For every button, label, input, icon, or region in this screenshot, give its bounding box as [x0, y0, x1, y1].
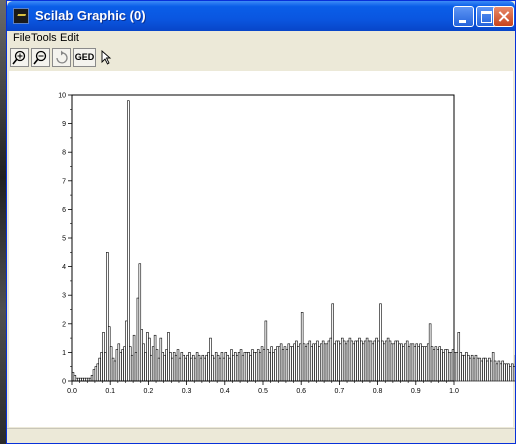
histogram-bars: [71, 100, 516, 382]
x-tick-label: 0.3: [182, 388, 192, 395]
y-tick-label: 1: [62, 350, 66, 357]
y-axis: 0 1 2 3 4 5 6 7 8 9 10: [58, 93, 72, 386]
toolbar: GED: [7, 47, 515, 69]
x-tick-label: 0.9: [411, 388, 421, 395]
y-tick-label: 6: [62, 207, 66, 214]
status-bar: [7, 428, 515, 443]
minimize-button[interactable]: [453, 6, 474, 27]
y-tick-label: 2: [62, 321, 66, 328]
zoom-out-icon: [33, 50, 47, 65]
desktop-background: [0, 0, 8, 444]
select-pointer-button[interactable]: [98, 48, 115, 67]
y-tick-label: 10: [58, 93, 66, 100]
histogram-bar: [127, 100, 130, 382]
scilab-graphic-window: Scilab Graphic (0) File Tools Edit: [6, 0, 516, 444]
x-tick-label: 0.7: [335, 388, 345, 395]
close-button[interactable]: [493, 6, 514, 27]
y-tick-label: 9: [62, 121, 66, 128]
y-tick-label: 4: [62, 264, 66, 271]
title-bar[interactable]: Scilab Graphic (0): [7, 1, 515, 31]
menu-edit[interactable]: Edit: [60, 32, 79, 44]
x-tick-label: 0.0: [67, 388, 77, 395]
x-tick-label: 0.5: [258, 388, 268, 395]
zoom-in-icon: [12, 50, 26, 65]
scilab-app-icon[interactable]: [13, 8, 29, 24]
x-tick-label: 0.1: [105, 388, 115, 395]
x-tick-label: 0.2: [144, 388, 154, 395]
menu-tools[interactable]: Tools: [31, 32, 57, 44]
x-tick-label: 0.8: [373, 388, 383, 395]
y-tick-label: 5: [62, 236, 66, 243]
pointer-arrow-icon: [101, 50, 112, 65]
histogram-bar: [512, 366, 516, 382]
x-tick-label: 1.0: [449, 388, 459, 395]
x-axis: 0.0 0.1 0.2 0.3 0.4 0.5 0.6 0.7 0.8 0.9 1.0: [67, 381, 459, 395]
y-tick-label: 8: [62, 150, 66, 157]
y-tick-label: 3: [62, 293, 66, 300]
ged-button[interactable]: GED: [73, 48, 96, 67]
window-title: Scilab Graphic (0): [35, 8, 146, 23]
y-tick-label: 7: [62, 178, 66, 185]
menu-file[interactable]: File: [13, 32, 31, 44]
graphic-canvas[interactable]: 0.0 0.1 0.2 0.3 0.4 0.5 0.6 0.7 0.8 0.9 1.0 0 1 2 3 4 5…: [9, 71, 516, 429]
histogram-plot[interactable]: 0.0 0.1 0.2 0.3 0.4 0.5 0.6 0.7 0.8 0.9 1.0 0 1 2 3 4 5…: [9, 71, 516, 429]
menu-bar: File Tools Edit: [7, 31, 515, 47]
y-tick-label: 0: [62, 379, 66, 386]
rotate-icon: [56, 50, 68, 64]
x-tick-label: 0.6: [296, 388, 306, 395]
zoom-out-button[interactable]: [31, 48, 50, 67]
zoom-in-button[interactable]: [10, 48, 29, 67]
rotate-button[interactable]: [52, 48, 71, 67]
x-tick-label: 0.4: [220, 388, 230, 395]
